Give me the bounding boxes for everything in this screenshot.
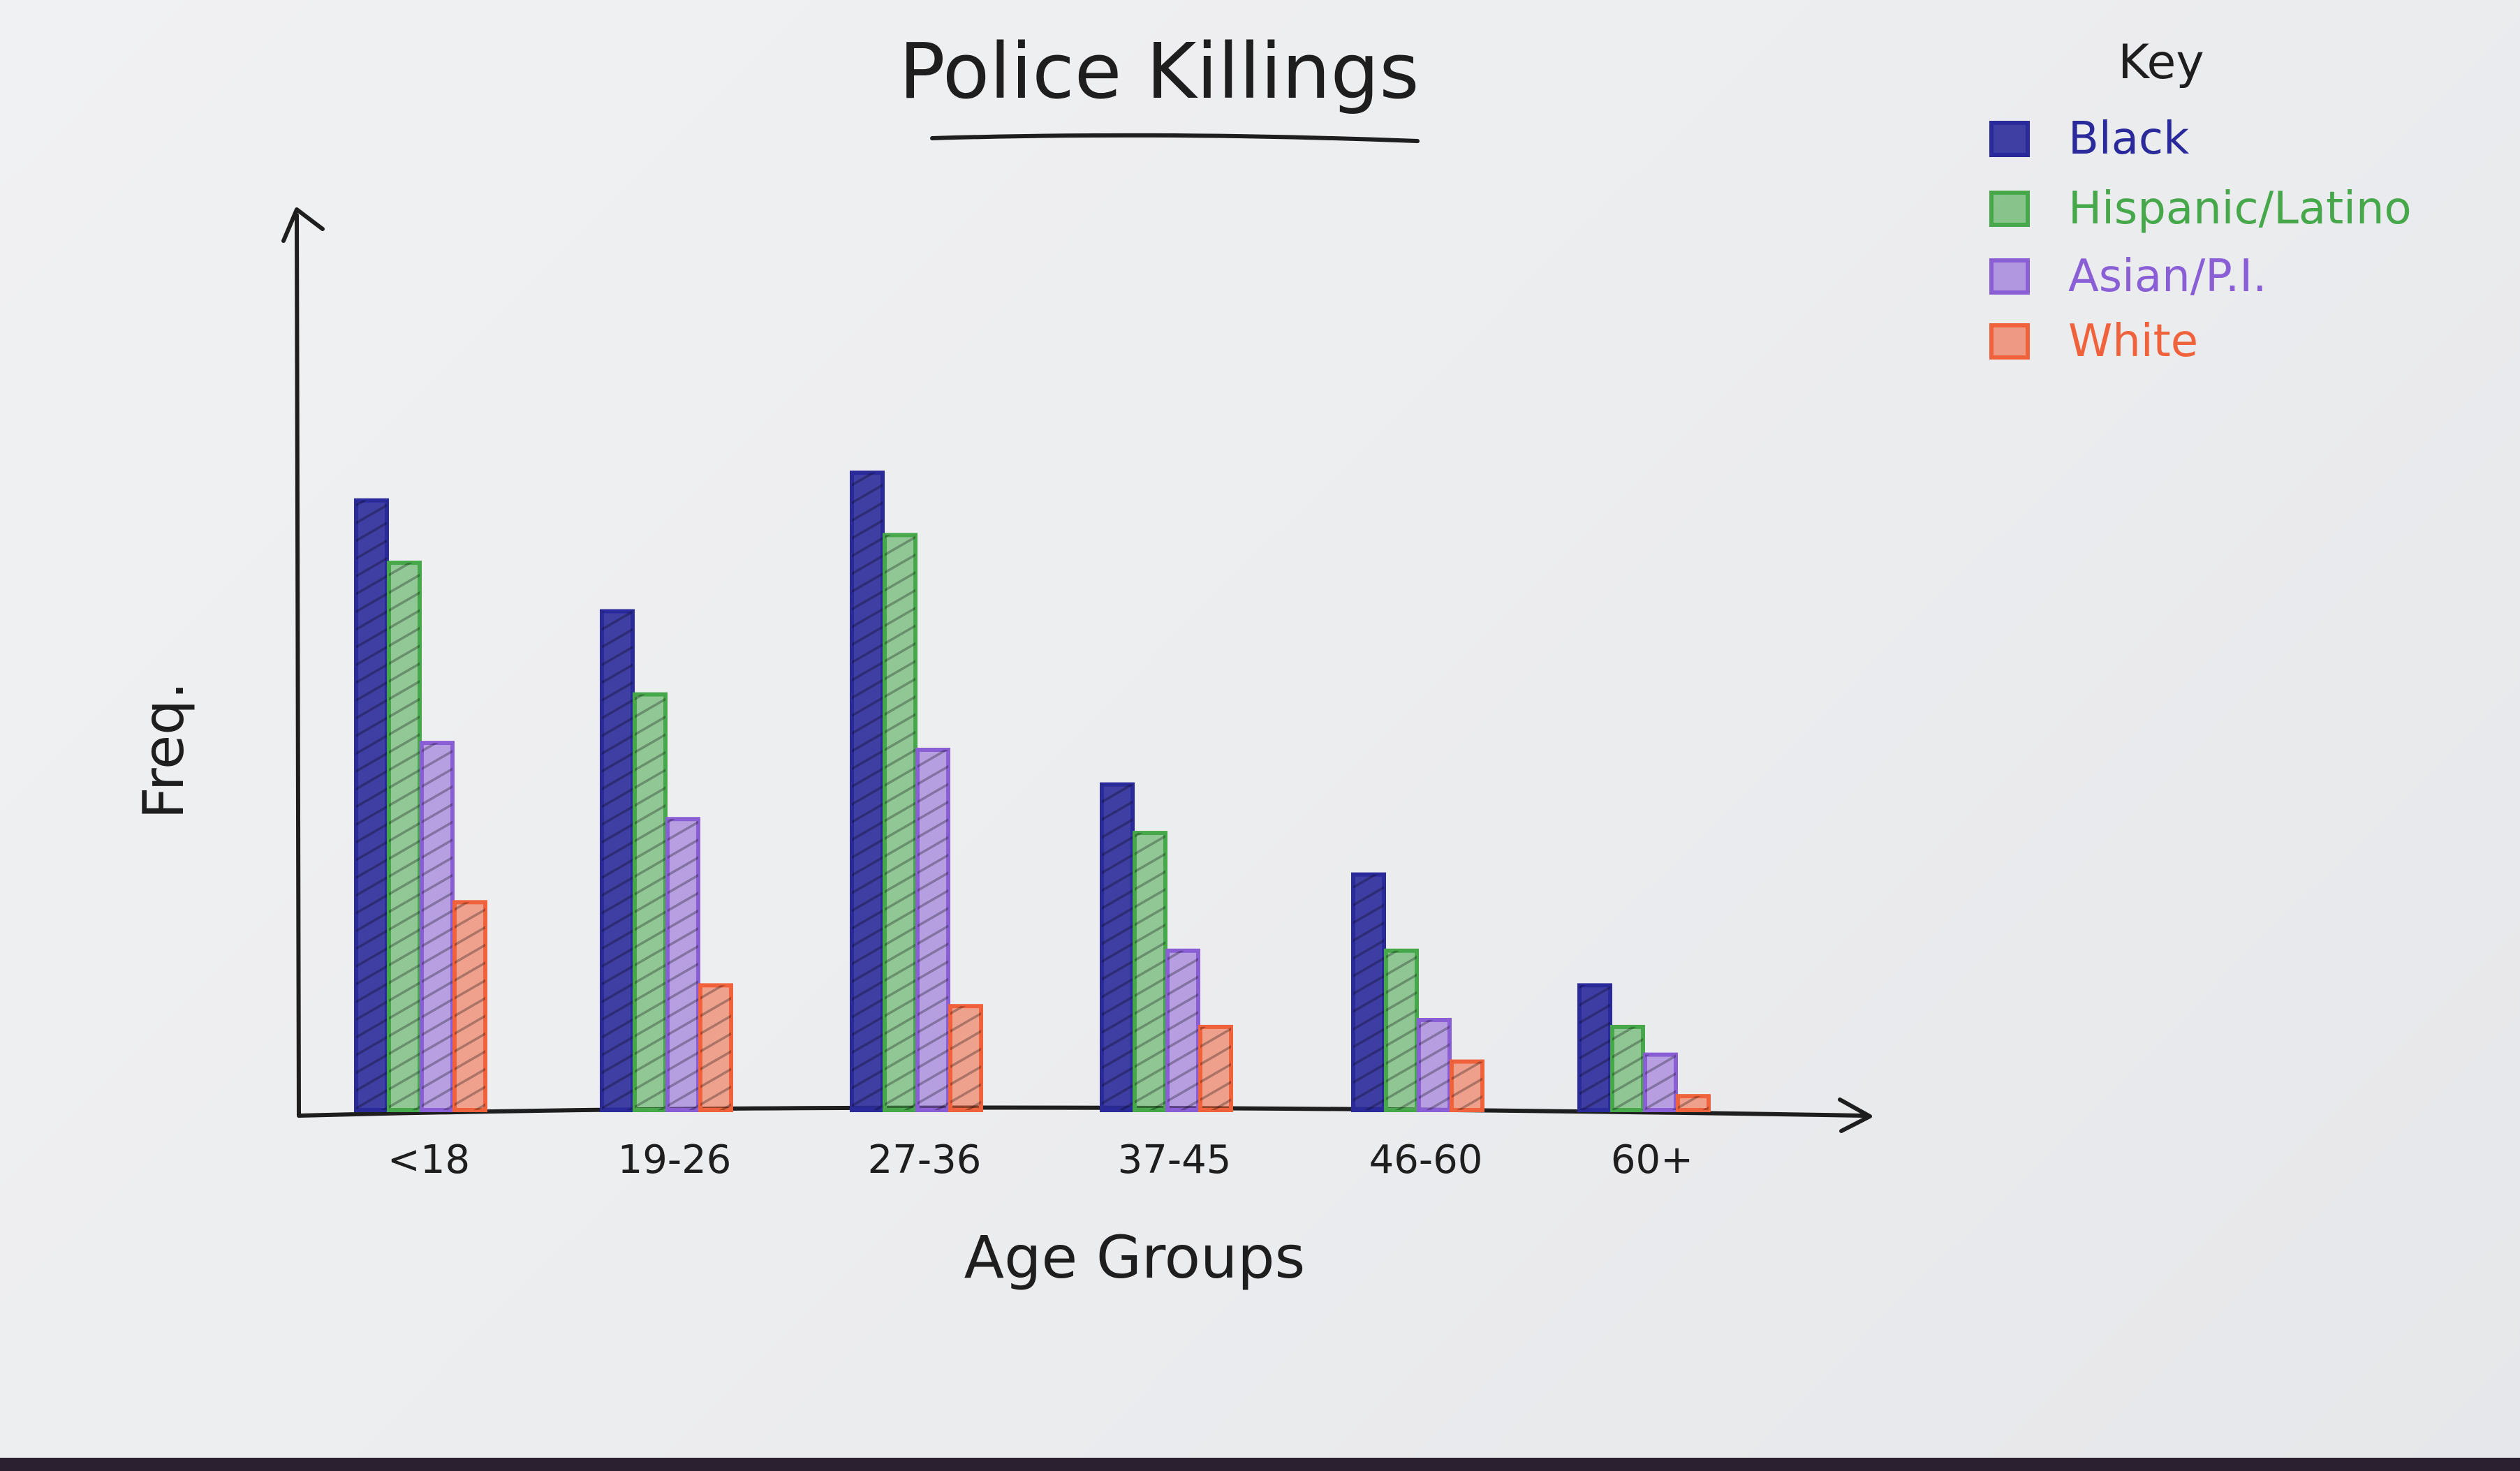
bar-hatch-1-2 xyxy=(885,535,915,1110)
y-axis-label: Freq. xyxy=(131,682,196,820)
x-tick-label: 27-36 xyxy=(868,1137,982,1183)
legend-label-asian-p-i-: Asian/P.I. xyxy=(2068,251,2267,302)
bar-hatch-0-3 xyxy=(1102,784,1133,1110)
bar-hatch-2-1 xyxy=(668,819,698,1110)
x-tick-labels: <18 19-26 27-36 37-45 46-60 60+ xyxy=(388,1137,1693,1183)
x-tick-label: 19-26 xyxy=(618,1137,732,1183)
bar-hatch-1-1 xyxy=(635,694,665,1110)
bar-hatch-1-4 xyxy=(1386,950,1417,1110)
legend-label-white: White xyxy=(2068,316,2198,367)
legend-swatch-white xyxy=(1989,323,2030,360)
bar-hatch-2-0 xyxy=(422,743,452,1110)
bar-hatch-2-3 xyxy=(1167,950,1198,1110)
bar-hatch-3-2 xyxy=(950,1006,981,1110)
x-tick-label: 37-45 xyxy=(1118,1137,1232,1183)
bar-hatch-2-5 xyxy=(1645,1054,1676,1110)
legend-label-black: Black xyxy=(2068,113,2189,165)
bar-hatch-0-4 xyxy=(1353,874,1384,1110)
bar-hatch-0-2 xyxy=(852,473,883,1110)
desk-edge xyxy=(0,1458,2520,1471)
bar-hatch-1-0 xyxy=(389,563,420,1110)
x-tick-label: 60+ xyxy=(1611,1137,1693,1183)
bar-hatch-3-0 xyxy=(455,902,485,1110)
bar-hatch-1-3 xyxy=(1135,833,1165,1110)
bar-hatch-3-5 xyxy=(1678,1096,1709,1110)
bar-hatch-2-2 xyxy=(918,750,948,1110)
bar-hatch-2-4 xyxy=(1419,1020,1450,1110)
x-tick-label: <18 xyxy=(388,1137,470,1183)
legend-title: Key xyxy=(2118,35,2204,90)
legend-swatch-hispanic-latino xyxy=(1989,191,2030,227)
bar-hatch-3-1 xyxy=(700,985,731,1110)
bars-group xyxy=(354,471,1711,1113)
legend-label-hispanic-latino: Hispanic/Latino xyxy=(2068,183,2412,235)
bar-hatch-3-3 xyxy=(1200,1026,1231,1110)
title-underline xyxy=(930,133,1420,143)
bar-hatch-3-4 xyxy=(1452,1061,1482,1110)
x-axis-label: Age Groups xyxy=(964,1223,1306,1292)
legend-swatch-asian-p-i- xyxy=(1989,258,2030,295)
legend: Key Black Hispanic/Latino Asian/P.I. White xyxy=(1989,35,2412,367)
bar-hatch-0-1 xyxy=(602,611,633,1110)
bar-hatch-0-5 xyxy=(1579,985,1610,1110)
chart-title: Police Killings xyxy=(899,27,1419,116)
legend-swatch-black xyxy=(1989,121,2030,157)
bar-hatch-0-0 xyxy=(356,500,387,1110)
x-tick-label: 46-60 xyxy=(1369,1137,1483,1183)
y-axis xyxy=(281,207,325,1118)
bar-hatch-1-5 xyxy=(1612,1026,1643,1110)
